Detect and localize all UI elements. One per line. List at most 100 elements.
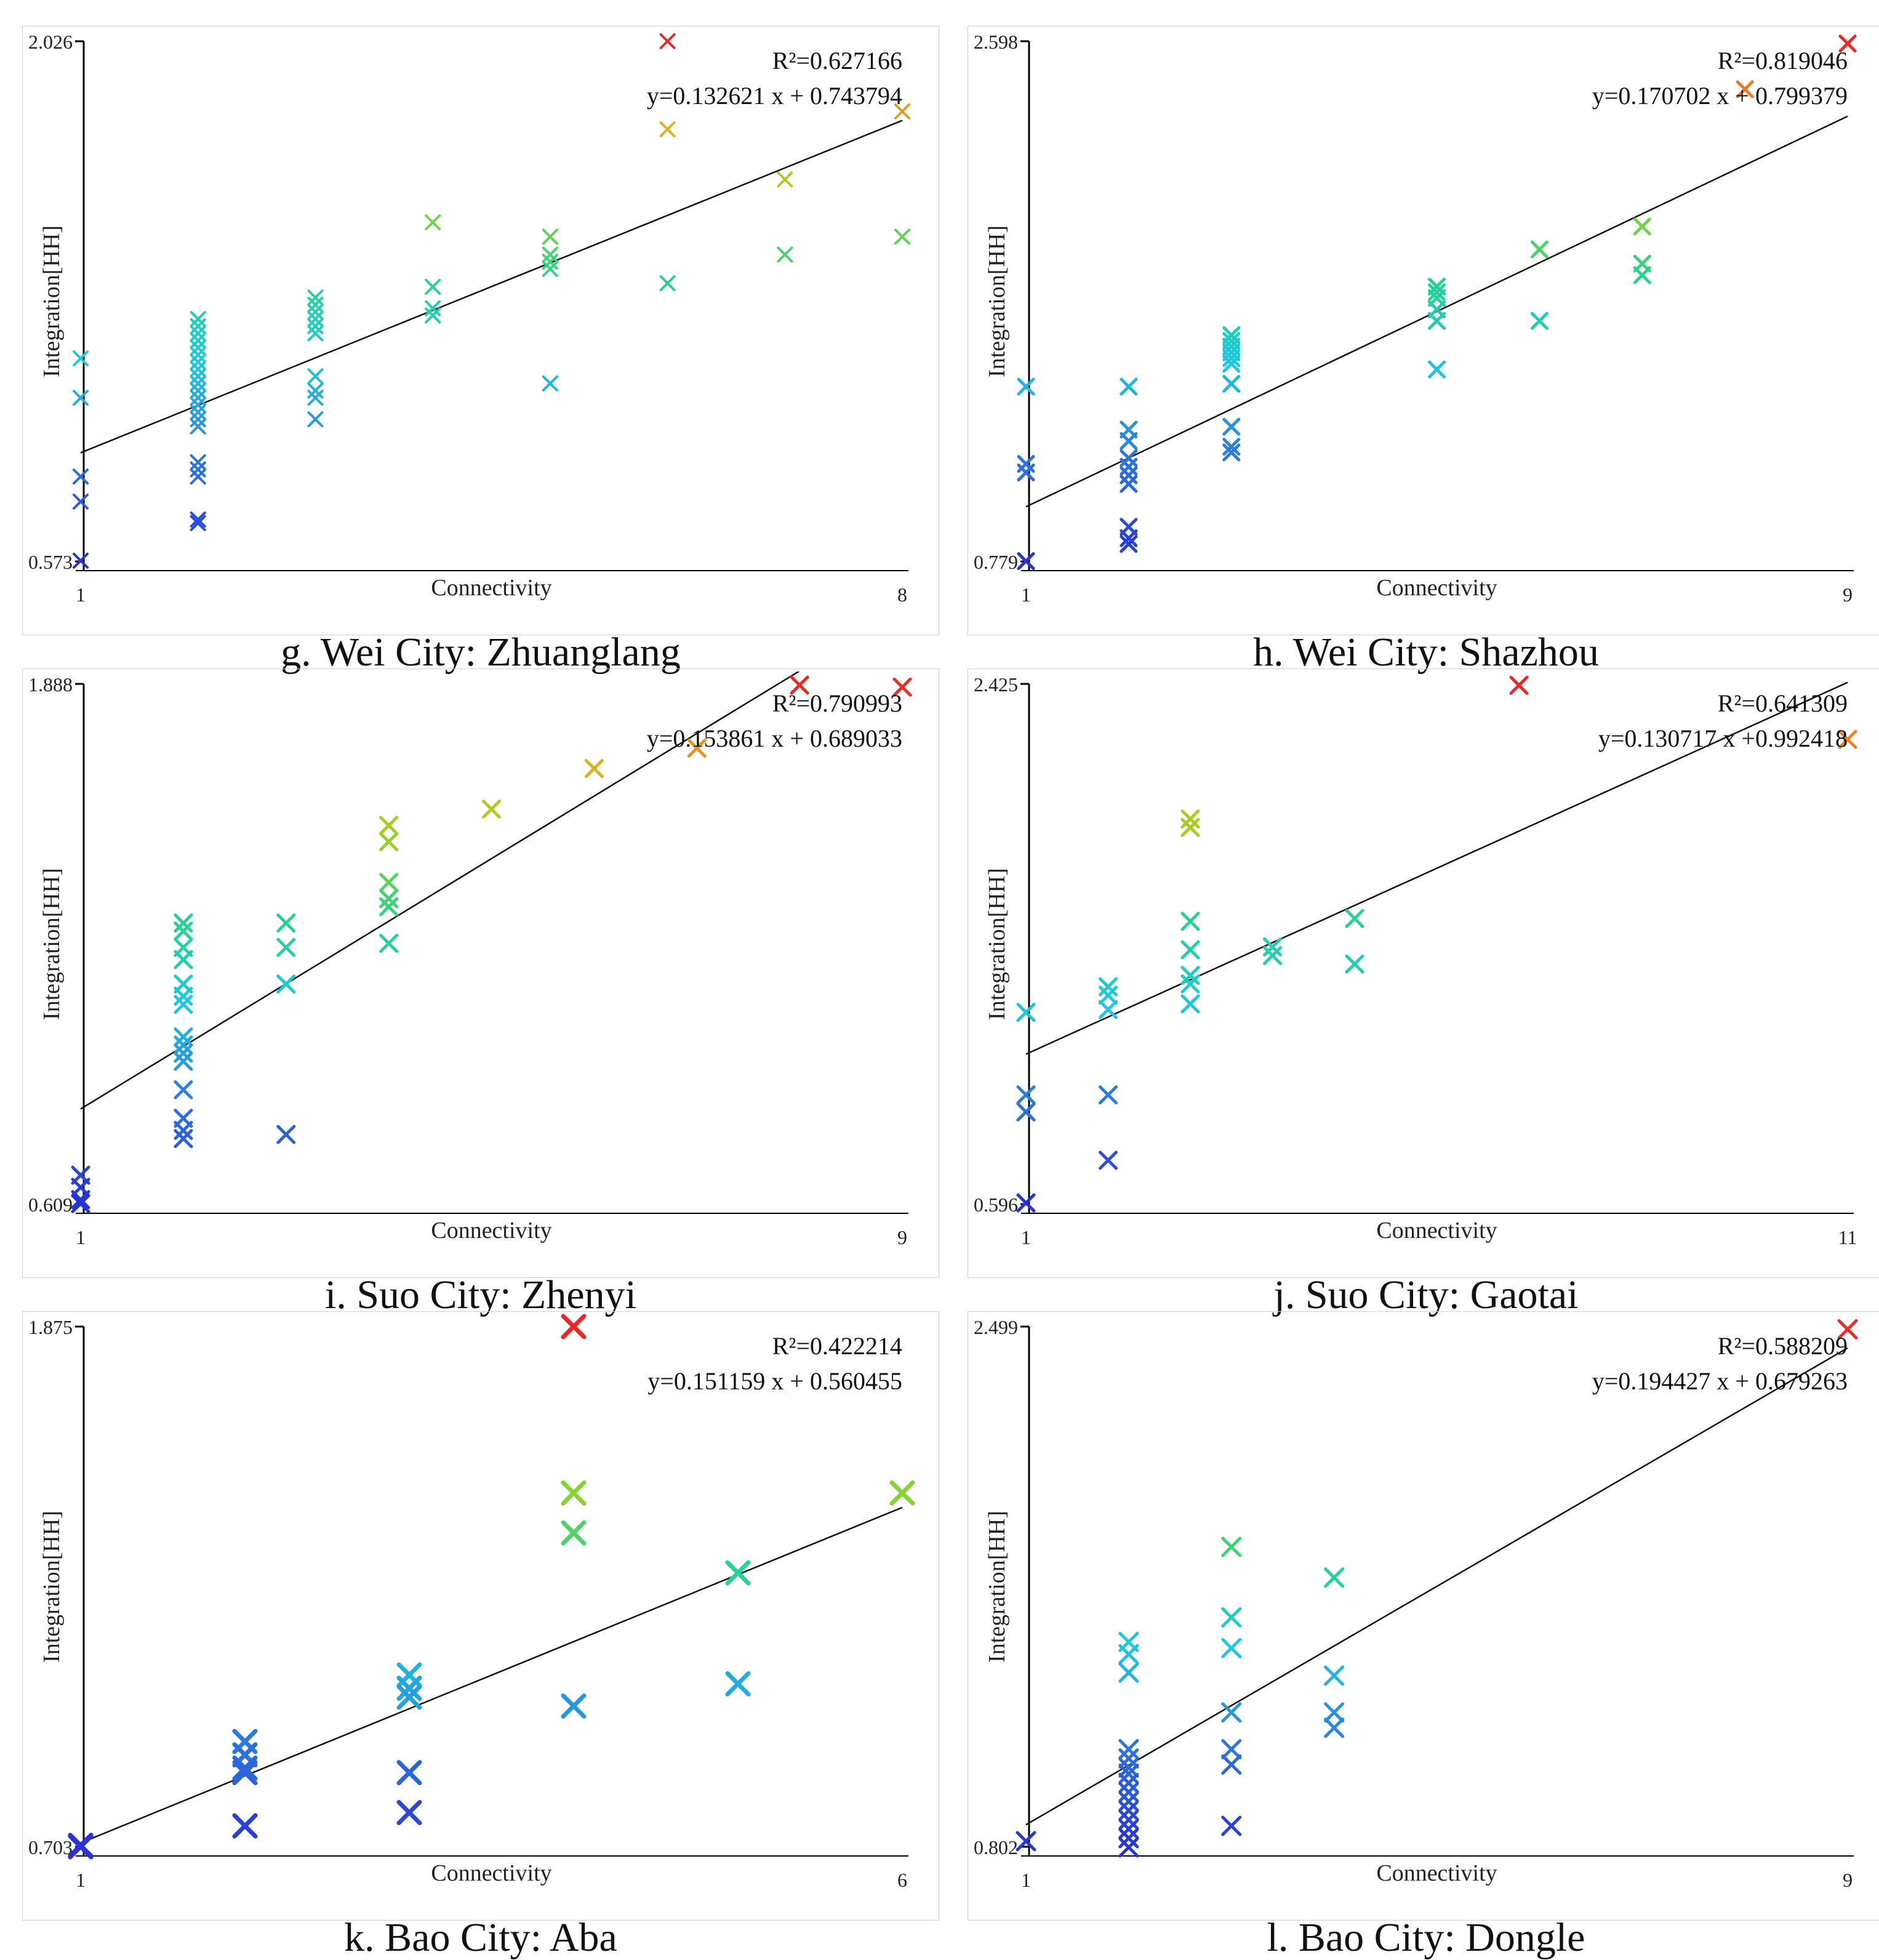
regression-line xyxy=(1025,681,1848,1055)
data-point-cross xyxy=(1118,1828,1139,1849)
data-point-cross xyxy=(190,396,206,413)
y-tick-label-min: 0.573 xyxy=(28,551,73,573)
data-point-cross xyxy=(1180,974,1200,994)
y-tick-label-min: 0.779 xyxy=(974,551,1018,573)
data-point-cross xyxy=(561,1480,587,1506)
data-point-cross xyxy=(190,454,206,470)
data-point-cross xyxy=(1118,1757,1139,1778)
data-point-cross xyxy=(307,297,324,313)
data-point-cross xyxy=(1118,1748,1139,1769)
data-point-cross xyxy=(1120,529,1138,547)
data-point-cross xyxy=(1324,1567,1345,1588)
data-point-cross xyxy=(190,347,206,363)
data-point-cross xyxy=(174,1027,193,1046)
regression-line xyxy=(80,119,903,454)
r-squared-label: R²=0.790993 xyxy=(772,689,902,717)
data-point-cross xyxy=(190,382,206,399)
x-tick-label-min: 1 xyxy=(1021,1869,1031,1891)
data-point-cross xyxy=(725,1671,751,1697)
y-tick-label-min: 0.703 xyxy=(28,1836,73,1858)
data-point-cross xyxy=(790,675,809,695)
y-tick-label-max: 1.888 xyxy=(28,673,73,696)
data-point-cross xyxy=(232,1760,258,1786)
x-axis-title: Connectivity xyxy=(1376,1218,1497,1243)
data-point-cross xyxy=(68,1834,94,1860)
data-point-cross xyxy=(307,411,324,428)
data-point-cross xyxy=(894,103,910,119)
data-point-cross xyxy=(379,816,399,835)
x-axis-title: Connectivity xyxy=(1376,1860,1497,1886)
data-point-cross xyxy=(1180,994,1200,1014)
data-point-cross xyxy=(1099,1085,1118,1105)
regression-equation-label: y=0.170702 x + 0.799379 xyxy=(1592,82,1848,110)
data-point-cross xyxy=(777,171,793,188)
data-point-cross xyxy=(190,418,206,435)
data-point-cross xyxy=(174,913,193,933)
chart-caption: g. Wei City: Zhuanglang xyxy=(281,630,681,675)
data-point-cross xyxy=(190,318,206,334)
x-tick-label-max: 9 xyxy=(1843,1869,1853,1891)
data-point-cross xyxy=(1120,535,1138,553)
chart-panel-shazhou: 2.598 0.779 1 9 Connectivity Integration[HH] R… xyxy=(968,26,1879,673)
data-point-cross xyxy=(1180,912,1200,931)
y-axis-title: Integration[HH] xyxy=(39,225,65,377)
r-squared-label: R²=0.588209 xyxy=(1718,1332,1848,1360)
x-axis-title: Connectivity xyxy=(431,1218,551,1243)
data-point-cross xyxy=(1222,349,1241,367)
x-tick-label-max: 8 xyxy=(897,584,907,606)
data-point-cross xyxy=(174,1035,193,1055)
data-point-cross xyxy=(1509,675,1529,695)
data-point-cross xyxy=(71,1194,90,1213)
y-axis-title: Integration[HH] xyxy=(984,225,1010,377)
y-tick-label-max: 1.875 xyxy=(28,1316,73,1338)
data-point-cross xyxy=(1222,375,1241,393)
data-point-cross xyxy=(777,246,793,263)
data-point-cross xyxy=(190,515,206,531)
data-point-cross xyxy=(1263,946,1282,965)
x-axis-title: Connectivity xyxy=(431,1860,551,1886)
data-point-cross xyxy=(892,677,912,697)
data-point-cross xyxy=(425,307,441,324)
r-squared-label: R²=0.422214 xyxy=(772,1332,902,1360)
data-point-cross xyxy=(1180,966,1200,986)
data-point-cross xyxy=(379,832,399,851)
chart-frame xyxy=(22,669,939,1278)
data-point-cross xyxy=(276,938,296,957)
data-point-cross xyxy=(1838,34,1857,53)
data-point-cross xyxy=(425,278,441,295)
data-point-cross xyxy=(174,995,193,1014)
data-point-cross xyxy=(889,1480,915,1506)
y-tick-label-min: 0.609 xyxy=(28,1194,73,1216)
data-point-cross xyxy=(561,1520,587,1546)
regression-equation-label: y=0.132621 x + 0.743794 xyxy=(647,82,902,110)
y-axis-title: Integration[HH] xyxy=(984,1511,1010,1663)
data-point-cross xyxy=(190,404,206,420)
x-tick-label-max: 9 xyxy=(897,1226,907,1248)
data-point-cross xyxy=(1263,937,1282,957)
data-point-cross xyxy=(1324,1702,1345,1723)
data-point-cross xyxy=(73,390,89,406)
data-point-cross xyxy=(725,1560,751,1586)
data-point-cross xyxy=(1428,283,1446,302)
data-point-cross xyxy=(542,228,558,245)
y-axis-title: Integration[HH] xyxy=(39,1511,65,1663)
data-point-cross xyxy=(659,121,676,138)
data-point-cross xyxy=(1221,1702,1242,1723)
regression-equation-label: y=0.194427 x + 0.679263 xyxy=(1592,1367,1848,1395)
data-point-cross xyxy=(1324,1665,1345,1686)
data-point-cross xyxy=(174,1051,193,1071)
chart-caption: l. Bao City: Dongle xyxy=(1267,1915,1585,1960)
data-point-cross xyxy=(1017,464,1035,482)
data-point-cross xyxy=(1120,377,1138,396)
data-point-cross xyxy=(379,889,399,909)
y-tick-label-max: 2.598 xyxy=(974,31,1018,53)
data-point-cross xyxy=(1180,809,1200,829)
x-tick-label-min: 1 xyxy=(76,1226,86,1248)
x-axis-title: Connectivity xyxy=(1376,575,1497,601)
data-point-cross xyxy=(1633,266,1651,284)
data-point-cross xyxy=(1118,1800,1139,1821)
data-point-cross xyxy=(1118,1809,1139,1830)
data-point-cross xyxy=(190,311,206,327)
